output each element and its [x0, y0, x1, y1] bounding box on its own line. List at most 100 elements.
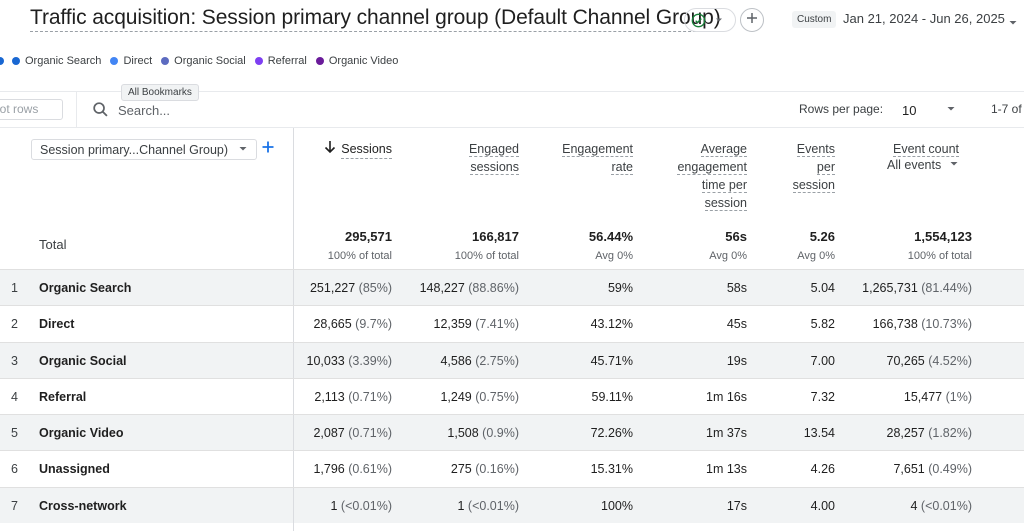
column-divider [293, 270, 294, 306]
legend-item-organic-search[interactable]: Organic Search [12, 55, 101, 67]
total-value: 1,554,123 [914, 229, 972, 244]
plot-rows-label: Plot rows [0, 102, 39, 116]
cell-event-count: 1,265,731 (81.44%) [862, 281, 972, 295]
row-index: 5 [11, 426, 18, 441]
legend-dot-partial [0, 57, 4, 65]
cell-percent: (9.7%) [355, 317, 392, 332]
legend-dot [161, 57, 170, 65]
dimension-selector[interactable]: Session primary...Channel Group) [31, 139, 257, 160]
date-range-caret-icon[interactable] [1008, 15, 1018, 33]
total-subtext: 100% of total [907, 250, 972, 262]
row-channel-name[interactable]: Cross-network [39, 498, 127, 513]
column-header-label: Engagement [562, 142, 633, 157]
add-dimension-button[interactable] [261, 140, 275, 159]
row-channel-name[interactable]: Organic Social [39, 353, 127, 368]
row-channel-name[interactable]: Direct [39, 317, 75, 332]
cell-avg-engagement-time: 17s [726, 498, 747, 513]
cell-value: 1,249 [440, 389, 472, 404]
cell-value: 4,586 [440, 353, 472, 368]
table-row[interactable]: 3 Organic Social 10,033 (3.39%) 4,586 (2… [0, 341, 1024, 378]
cell-engagement-rate: 43.12% [590, 317, 633, 332]
total-events-per-session: 5.26 Avg 0% [797, 229, 835, 263]
cell-percent: (88.86%) [468, 281, 519, 295]
row-channel-name[interactable]: Unassigned [39, 462, 110, 477]
table-row[interactable]: 5 Organic Video 2,087 (0.71%) 1,508 (0.9… [0, 414, 1024, 451]
column-header-avg-engagement-time[interactable]: Average engagement time per session [677, 140, 747, 212]
total-value: 5.26 [809, 229, 835, 244]
row-index: 7 [11, 498, 18, 513]
table-row[interactable]: 7 Cross-network 1 (<0.01%) 1 (<0.01%) 10… [0, 486, 1024, 524]
cell-events-per-session: 4.26 [810, 462, 835, 477]
column-divider [293, 451, 294, 487]
rows-per-page-label: Rows per page: [799, 102, 884, 116]
cell-avg-engagement-time: 1m 37s [706, 426, 747, 441]
table-row[interactable]: 4 Referral 2,113 (0.71%) 1,249 (0.75%) 5… [0, 377, 1024, 415]
column-divider [293, 487, 294, 524]
legend-item-direct[interactable]: Direct [110, 55, 152, 67]
legend-item-referral[interactable]: Referral [254, 55, 307, 67]
cell-event-count: 166,738 (10.73%) [873, 317, 972, 331]
table-row[interactable]: 2 Direct 28,665 (9.7%) 12,359 (7.41%) 43… [0, 305, 1024, 342]
cell-value: 12,359 [433, 317, 472, 332]
column-divider [293, 415, 294, 451]
column-header-engagement-rate[interactable]: Engagement rate [562, 140, 633, 176]
total-subtext: Avg 0% [797, 250, 835, 262]
column-header-label: Events [796, 142, 835, 157]
legend-label: Organic Search [25, 55, 102, 67]
cell-percent: (<0.01%) [467, 498, 519, 513]
column-header-sessions[interactable]: Sessions [324, 140, 392, 159]
column-divider [293, 378, 294, 415]
column-header-engaged-sessions[interactable]: Engaged sessions [468, 140, 519, 176]
total-value: 56s [725, 229, 747, 244]
cell-value: 15,477 [903, 389, 943, 404]
legend-label: Organic Video [328, 55, 399, 67]
legend-label: Direct [123, 55, 153, 67]
cell-value: 166,738 [872, 317, 918, 332]
row-channel-name[interactable]: Organic Search [39, 281, 132, 295]
cell-value: 1,508 [447, 426, 479, 441]
cell-percent: (81.44%) [921, 281, 972, 295]
cell-sessions: 1,796 (0.61%) [313, 462, 392, 476]
column-divider [293, 342, 294, 378]
plot-rows-button[interactable]: Plot rows [0, 99, 63, 120]
cell-avg-engagement-time: 58s [726, 281, 747, 295]
column-header-label: session [704, 196, 747, 211]
rows-per-page-select[interactable]: 10 [896, 99, 956, 121]
cell-value: 7,651 [893, 462, 925, 477]
event-filter-dropdown[interactable]: All events [887, 158, 959, 172]
report-title[interactable]: Traffic acquisition: Session primary cha… [30, 6, 721, 32]
cell-events-per-session: 13.54 [803, 426, 835, 441]
cell-event-count: 4 (<0.01%) [910, 499, 972, 513]
table-row[interactable]: 6 Unassigned 1,796 (0.61%) 275 (0.16%) 1… [0, 450, 1024, 487]
cell-avg-engagement-time: 19s [726, 353, 747, 368]
cell-value: 251,227 [309, 281, 356, 295]
column-header-events-per-session[interactable]: Events per session [792, 140, 835, 194]
search-icon[interactable] [92, 101, 109, 123]
total-sessions: 295,571 100% of total [328, 229, 392, 263]
cell-sessions: 2,087 (0.71%) [313, 426, 392, 440]
add-comparison-button[interactable] [740, 8, 764, 32]
cell-sessions: 28,665 (9.7%) [313, 317, 392, 331]
total-value: 56.44% [588, 229, 633, 244]
cell-engaged-sessions: 1,249 (0.75%) [440, 390, 519, 404]
cell-sessions: 1 (<0.01%) [330, 499, 392, 513]
table-row[interactable]: 1 Organic Search 251,227 (85%) 148,227 (… [0, 269, 1024, 306]
total-value: 166,817 [472, 229, 519, 244]
custom-date-badge: Custom [792, 11, 837, 28]
cell-percent: (2.75%) [475, 353, 519, 368]
column-header-event-count[interactable]: Event count [892, 140, 959, 158]
legend-dot [110, 57, 119, 65]
row-index: 4 [11, 389, 18, 404]
search-input[interactable] [118, 101, 358, 119]
cell-percent: (1%) [945, 389, 972, 404]
legend-item-organic-social[interactable]: Organic Social [161, 55, 246, 67]
chevron-down-icon [946, 101, 956, 119]
report-status-dropdown[interactable] [684, 8, 736, 32]
date-range-picker[interactable]: Jan 21, 2024 - Jun 26, 2025 [843, 11, 1005, 26]
legend-item-organic-video[interactable]: Organic Video [315, 55, 399, 67]
row-channel-name[interactable]: Organic Video [39, 426, 124, 441]
row-channel-name[interactable]: Referral [39, 389, 87, 404]
legend-label: Referral [267, 55, 307, 67]
cell-events-per-session: 7.32 [810, 389, 835, 404]
total-subtext: 100% of total [454, 250, 519, 262]
